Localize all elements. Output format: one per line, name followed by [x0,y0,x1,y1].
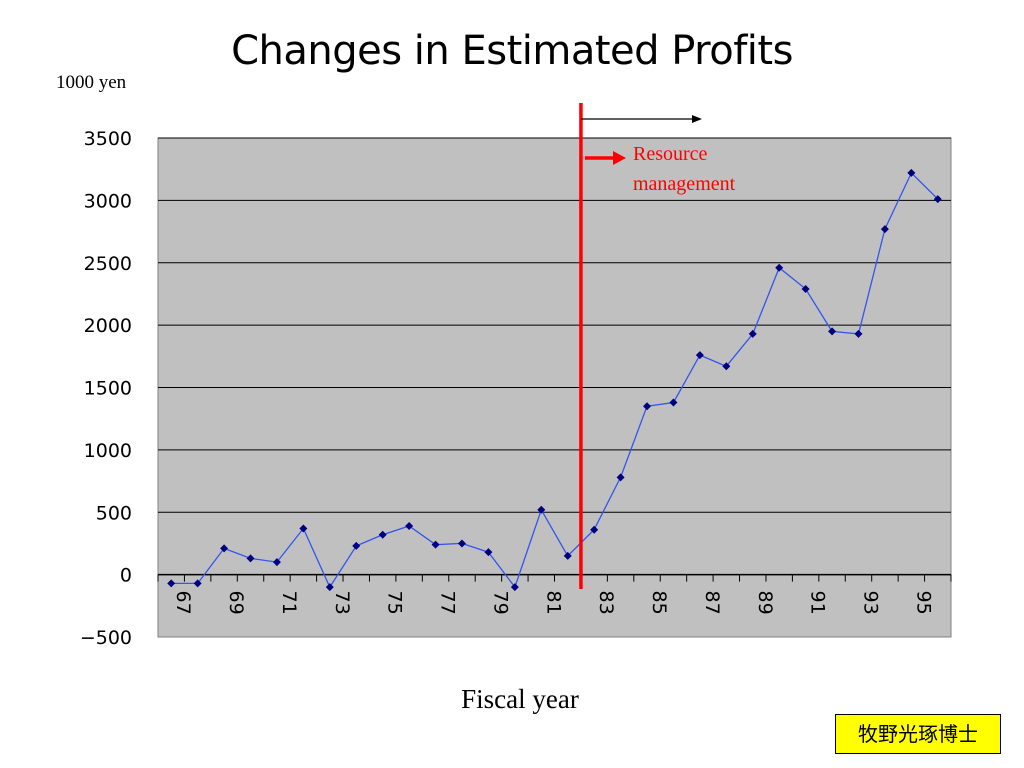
data-point [722,362,731,371]
x-tick-label: 83 [595,591,617,615]
data-point [695,351,704,360]
data-point [669,398,678,407]
annotation-arrowhead [613,151,626,165]
data-point [167,579,176,588]
x-tick-label: 87 [701,591,723,615]
data-point [193,579,202,588]
data-point [352,541,361,550]
y-tick-label: 3000 [84,190,132,212]
y-tick-label: 1500 [84,378,132,400]
data-point [272,558,281,567]
data-point [590,525,599,534]
data-point [616,473,625,482]
data-point [537,505,546,514]
data-point [431,540,440,549]
resource-management-annotation: Resource management [633,143,736,195]
data-point [748,329,757,338]
x-tick-label: 69 [225,591,247,615]
data-point [378,530,387,539]
x-tick-label: 89 [754,591,776,615]
series-line [171,171,939,589]
data-point [907,168,916,177]
data-point [775,263,784,272]
timeline-arrowhead [692,115,702,123]
data-point [563,551,572,560]
x-tick-label: 71 [278,591,300,615]
y-tick-label: 3500 [84,128,132,150]
data-point [299,524,308,533]
data-point [484,548,493,557]
y-tick-label: 1000 [84,440,132,462]
x-tick-label: 79 [489,591,511,615]
data-point [880,225,889,234]
x-tick-label: 95 [912,591,934,615]
x-tick-label: 91 [807,591,829,615]
x-tick-label: 67 [172,591,194,615]
data-point [643,402,652,411]
x-tick-label: 75 [384,591,406,615]
data-point [457,539,466,548]
y-tick-label: −500 [80,627,132,649]
x-tick-label: 73 [331,591,353,615]
y-tick-label: 500 [96,502,132,524]
y-tick-label: 0 [120,565,132,587]
author-badge: 牧野光琢博士 [835,714,1001,754]
data-point [854,329,863,338]
x-tick-label: 93 [859,591,881,615]
data-point [510,583,519,592]
data-point [828,327,837,336]
slide-title: Changes in Estimated Profits [231,28,793,74]
x-tick-label: 77 [437,591,459,615]
data-point [220,544,229,553]
x-tick-label: 81 [542,591,564,615]
data-point [405,521,414,530]
y-tick-label: 2500 [84,253,132,275]
data-point [246,554,255,563]
y-tick-label: 2000 [84,315,132,337]
data-point [933,195,942,204]
x-tick-label: 85 [648,591,670,615]
x-axis-title: Fiscal year [461,684,579,714]
data-point [801,284,810,293]
y-axis-unit-label: 1000 yen [56,72,127,93]
data-point [325,583,334,592]
